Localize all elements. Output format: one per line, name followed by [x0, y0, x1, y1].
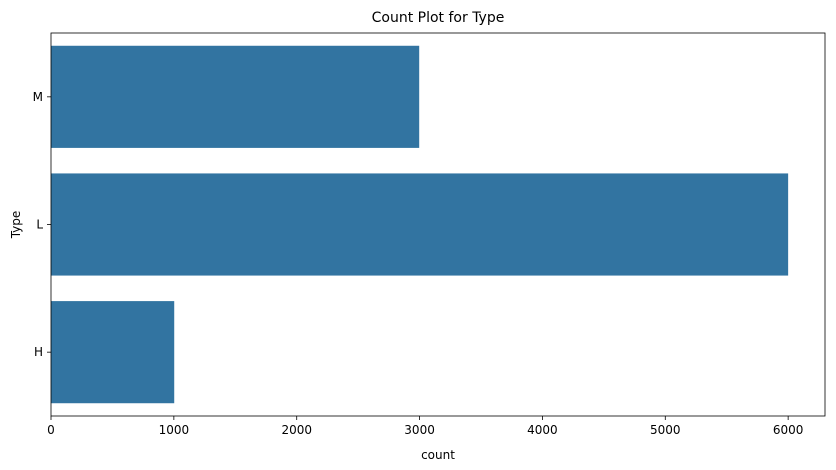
y-tick-label: M	[33, 90, 43, 104]
bar-H	[51, 301, 175, 404]
x-axis-label: count	[421, 448, 455, 462]
x-tick-label: 5000	[650, 423, 681, 437]
plot-frame	[50, 32, 826, 417]
x-tick-label: 4000	[527, 423, 558, 437]
x-axis-ticks: 0 1000 2000 3000 4000 5000 6000	[47, 416, 803, 437]
x-tick-label: 2000	[281, 423, 312, 437]
y-tick-label: H	[34, 345, 43, 359]
y-axis-label: Type	[9, 211, 23, 240]
x-tick-label: 3000	[404, 423, 435, 437]
chart-title: Count Plot for Type	[372, 10, 505, 26]
bar-M	[51, 45, 420, 148]
x-tick-label: 6000	[773, 423, 804, 437]
x-tick-label: 1000	[159, 423, 190, 437]
bar-L	[51, 173, 789, 276]
x-tick-label: 0	[47, 423, 55, 437]
y-tick-label: L	[36, 218, 43, 232]
y-axis-ticks: M L H	[33, 90, 51, 359]
bars	[51, 45, 789, 404]
